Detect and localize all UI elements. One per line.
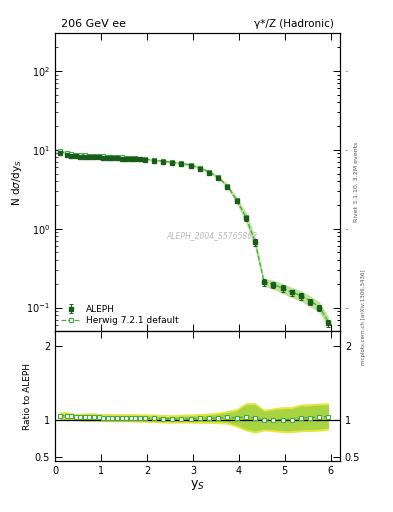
Text: 206 GeV ee: 206 GeV ee [61,19,126,29]
Herwig 7.2.1 default [253,238,257,244]
Herwig 7.2.1 default [234,197,239,203]
Herwig 7.2.1 default [110,154,115,160]
Herwig 7.2.1 default [151,157,156,163]
Herwig 7.2.1 default [225,183,230,189]
Herwig 7.2.1 default [188,162,193,168]
Herwig 7.2.1 default [115,154,119,160]
Text: mcplots.cern.ch [arXiv:1306.3436]: mcplots.cern.ch [arXiv:1306.3436] [361,270,366,365]
Herwig 7.2.1 default [105,154,110,160]
Herwig 7.2.1 default [83,153,87,159]
Herwig 7.2.1 default [101,154,106,160]
Herwig 7.2.1 default [262,279,266,285]
Herwig 7.2.1 default [299,292,303,298]
Herwig 7.2.1 default [124,155,129,161]
Herwig 7.2.1 default [64,150,69,156]
Herwig 7.2.1 default [289,289,294,295]
Herwig 7.2.1 default [57,148,62,155]
Herwig 7.2.1 default [308,297,312,304]
Herwig 7.2.1 default [207,168,211,175]
Herwig 7.2.1 default [129,155,133,161]
Herwig 7.2.1 default [197,165,202,171]
Herwig 7.2.1 default [161,158,165,164]
Herwig 7.2.1 default [133,155,138,161]
Herwig 7.2.1 default [73,152,78,158]
Herwig 7.2.1 default [119,154,124,160]
Herwig 7.2.1 default [243,214,248,220]
Herwig 7.2.1 default [138,156,142,162]
Herwig 7.2.1 default [280,285,285,291]
Y-axis label: Ratio to ALEPH: Ratio to ALEPH [23,362,32,430]
Herwig 7.2.1 default [92,153,96,159]
Herwig 7.2.1 default [142,156,147,162]
Herwig 7.2.1 default [216,174,220,180]
Text: ALEPH_2004_S5765862: ALEPH_2004_S5765862 [166,231,257,241]
Herwig 7.2.1 default [179,160,184,166]
Herwig 7.2.1 default [326,318,331,325]
Herwig 7.2.1 default [170,159,174,165]
Herwig 7.2.1 default [96,153,101,159]
Y-axis label: N d$\sigma$/dy$_S$: N d$\sigma$/dy$_S$ [9,159,24,206]
Text: γ*/Z (Hadronic): γ*/Z (Hadronic) [254,19,334,29]
Legend: ALEPH, Herwig 7.2.1 default: ALEPH, Herwig 7.2.1 default [59,303,180,327]
Line: Herwig 7.2.1 default: Herwig 7.2.1 default [57,149,331,324]
Herwig 7.2.1 default [271,282,275,288]
Y-axis label: Rivet 3.1.10, 3.2M events: Rivet 3.1.10, 3.2M events [354,142,359,222]
Herwig 7.2.1 default [69,151,73,157]
Herwig 7.2.1 default [78,152,83,158]
Herwig 7.2.1 default [317,304,321,310]
Herwig 7.2.1 default [87,153,92,159]
X-axis label: y$_S$: y$_S$ [190,478,205,493]
